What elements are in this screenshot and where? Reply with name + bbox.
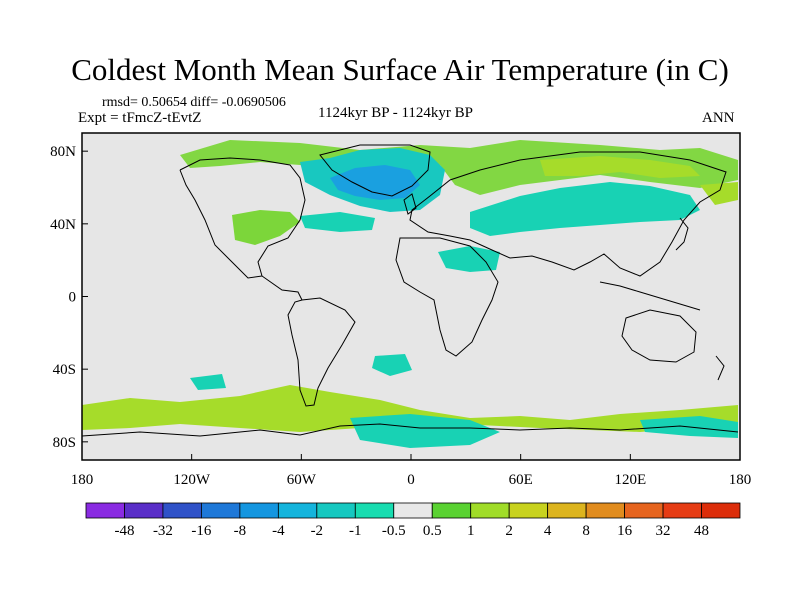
anomaly-region-arctic-warm (180, 140, 738, 195)
rmsd-diff-text: rmsd= 0.50654 diff= -0.0690506 (102, 95, 286, 110)
coastline-uk (403, 193, 417, 215)
anomaly-region-southern-ocean-warm (82, 385, 738, 432)
colorbar-swatch (585, 502, 625, 519)
x-tick-label: 120W (173, 472, 211, 488)
colorbar-swatch (277, 502, 318, 519)
colorbar-swatch (470, 502, 510, 519)
colorbar-swatch (124, 502, 164, 519)
anomaly-region-south-pacific-cold (190, 374, 226, 390)
x-axis: 180 120W 60W 0 60E 120E 180 (71, 454, 752, 488)
anomaly-region-eurasia-cold (470, 182, 700, 236)
colorbar-label: -4 (272, 523, 285, 539)
colorbar-swatch (701, 502, 741, 519)
colorbar: -48 -32 -16 -8 -4 -2 -1 -0.5 0.5 1 2 4 8 16 32 48 (85, 502, 741, 539)
colorbar-swatch (624, 502, 664, 519)
colorbar-label: 16 (617, 523, 633, 539)
y-tick-label: 80N (50, 144, 76, 160)
anomaly-region-greenland-core (330, 165, 420, 200)
colorbar-swatch (393, 502, 433, 519)
colorbar-swatch (162, 502, 202, 519)
coastline-australia (621, 309, 697, 363)
colorbar-label: 48 (694, 523, 709, 539)
colorbar-swatch (431, 502, 472, 519)
y-axis: 80N 40N 0 40S 80S (50, 144, 88, 451)
colorbar-swatch (508, 502, 549, 519)
colorbar-label: -48 (114, 523, 134, 539)
colorbar-swatch (239, 502, 279, 519)
colorbar-swatch (547, 502, 587, 519)
coastline-greenland (319, 144, 431, 197)
colorbar-label: 32 (656, 523, 671, 539)
x-tick-label: 180 (71, 472, 94, 488)
colorbar-label: -1 (349, 523, 362, 539)
anomaly-region-pacific-warm (700, 182, 738, 205)
colorbar-label: 2 (505, 523, 513, 539)
coastline-maritime-asia (599, 281, 701, 311)
colorbar-swatch (85, 502, 125, 519)
y-tick-label: 40N (50, 217, 76, 233)
colorbar-swatch (662, 502, 702, 519)
coastline-north-america-west (179, 169, 263, 279)
coastline-north-america (179, 157, 306, 301)
colorbar-label: -32 (153, 523, 173, 539)
colorbar-label: 0.5 (423, 523, 442, 539)
x-tick-label: 60E (509, 472, 533, 488)
colorbar-label: -2 (311, 523, 324, 539)
anomaly-region-middle-east-cold (438, 246, 500, 272)
x-tick-label: 180 (729, 472, 752, 488)
colorbar-swatch (316, 502, 356, 519)
x-tick-label: 0 (407, 472, 415, 488)
colorbar-label: 1 (467, 523, 475, 539)
colorbar-label: 8 (582, 523, 590, 539)
colorbar-swatch (354, 502, 395, 519)
experiment-label: Expt = tFmcZ-tEvtZ (78, 110, 202, 126)
anomaly-region-south-atlantic-cold (372, 354, 412, 376)
map-title: Coldest Month Mean Surface Air Temperatu… (71, 52, 729, 87)
y-tick-label: 40S (53, 362, 76, 378)
colorbar-label: 4 (544, 523, 552, 539)
coastlines (82, 144, 739, 437)
period-label: 1124kyr BP - 1124kyr BP (318, 105, 474, 121)
coastline-japan (675, 217, 689, 251)
coastline-new-zealand (715, 355, 725, 381)
anomaly-region-north-america-warm (232, 210, 300, 245)
y-tick-label: 0 (69, 290, 77, 306)
coastline-africa (395, 237, 499, 357)
colorbar-label: -8 (234, 523, 247, 539)
colorbar-label: -0.5 (382, 523, 406, 539)
season-label: ANN (702, 110, 735, 126)
x-tick-label: 120E (614, 472, 646, 488)
coastline-south-america (287, 297, 356, 407)
anomaly-region-north-atlantic-cold (300, 212, 375, 232)
anomaly-region-siberia-warm (540, 156, 700, 178)
y-tick-label: 80S (53, 435, 76, 451)
anomaly-region-antarctic-cold (350, 414, 500, 448)
coastline-eurasia (409, 151, 727, 277)
anomaly-fields (82, 140, 738, 448)
colorbar-label: -16 (191, 523, 211, 539)
x-tick-label: 60W (287, 472, 317, 488)
coastline-antarctica (82, 423, 739, 437)
colorbar-swatch (201, 502, 241, 519)
